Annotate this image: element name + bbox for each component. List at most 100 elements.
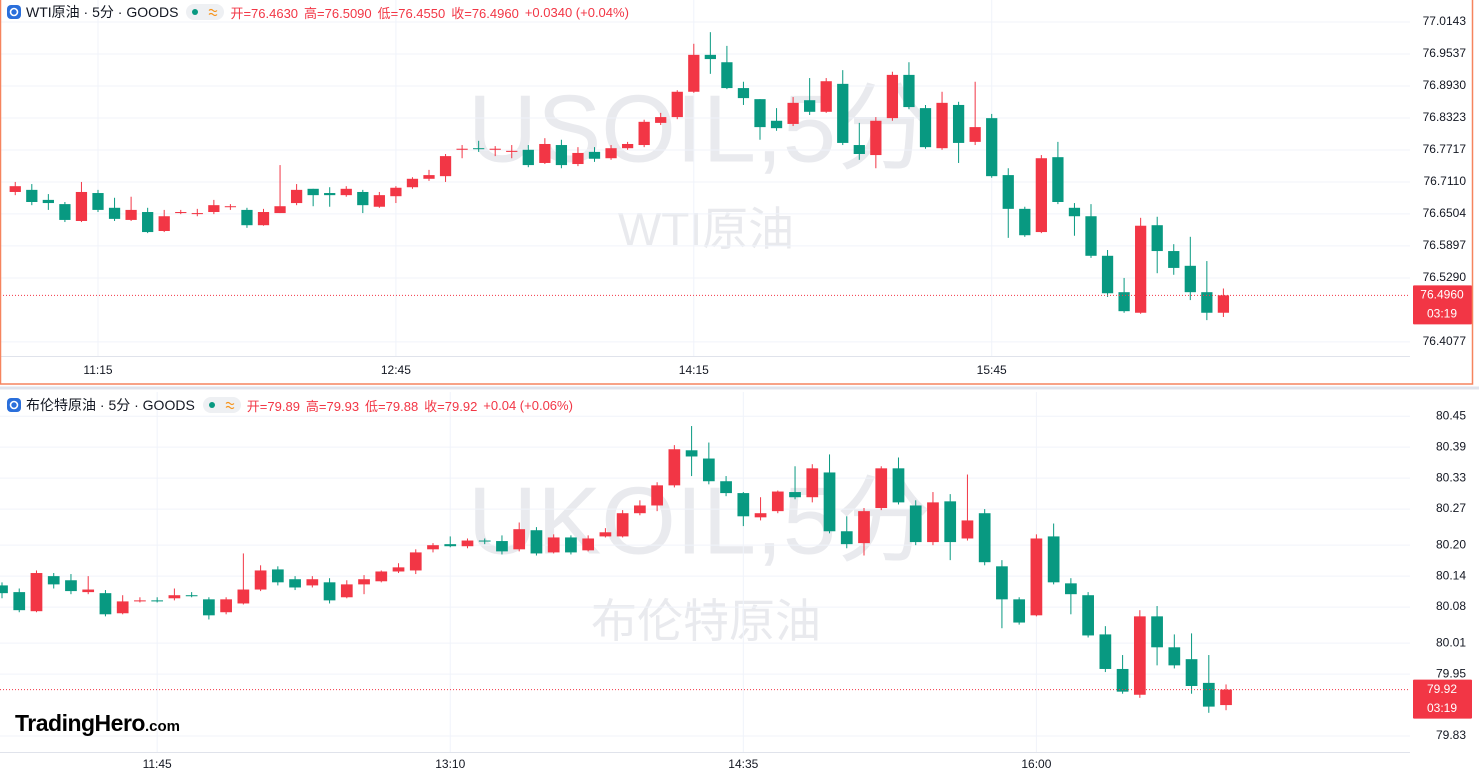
brand-logo: TradingHero .com xyxy=(15,710,180,737)
candle-body xyxy=(99,593,112,615)
candle-body xyxy=(125,209,137,220)
candle-body xyxy=(1013,599,1026,623)
active-pane-border xyxy=(0,0,1474,385)
y-tick-label: 76.8323 xyxy=(1423,110,1467,124)
candle-body xyxy=(804,100,816,112)
candle-body xyxy=(685,450,698,457)
candle-body xyxy=(506,150,518,152)
candle-body xyxy=(582,538,595,551)
candle-body xyxy=(1184,265,1196,293)
candle-body xyxy=(116,601,129,614)
candle-body xyxy=(26,189,38,202)
candle-body xyxy=(858,511,870,544)
candle-body xyxy=(340,584,353,598)
candle-body xyxy=(1151,225,1163,252)
candle-body xyxy=(721,62,733,89)
last-price-box xyxy=(1413,679,1472,719)
candle-body xyxy=(806,468,819,498)
y-tick-label: 80.45 xyxy=(1436,408,1466,422)
candle-body xyxy=(820,81,832,112)
candle-body xyxy=(375,571,388,582)
candle-body xyxy=(754,513,767,518)
candle-body xyxy=(289,579,301,588)
candle-body xyxy=(771,491,784,512)
candle-body xyxy=(423,175,435,179)
legend: WTI原油 · 5分 · GOODS 开=76.4630 高=76.5090 低… xyxy=(6,2,635,22)
y-tick-label: 79.95 xyxy=(1436,666,1466,680)
change: +0.0340 (+0.04%) xyxy=(524,4,629,20)
candle-body xyxy=(1168,251,1180,268)
candle-body xyxy=(688,54,700,92)
candle-body xyxy=(892,468,905,503)
watermark: USOIL,5分 xyxy=(468,75,932,182)
candle-body xyxy=(175,212,187,214)
candle-body xyxy=(936,102,948,149)
y-tick-label: 76.5897 xyxy=(1423,238,1467,252)
candle-body xyxy=(456,148,468,150)
candle-body xyxy=(142,212,154,233)
last-price-label: 76.4960 xyxy=(1420,288,1464,302)
candle-body xyxy=(919,108,932,148)
y-tick-label: 80.14 xyxy=(1436,568,1466,582)
candle-body xyxy=(789,492,801,498)
candle-body xyxy=(1065,583,1077,595)
status-pill[interactable] xyxy=(202,397,241,413)
candle-body xyxy=(257,212,270,226)
candle-body xyxy=(168,595,181,599)
candle-body xyxy=(616,513,629,537)
candle-body xyxy=(390,187,402,197)
candle-body xyxy=(547,537,560,553)
y-tick-label: 77.0143 xyxy=(1423,14,1467,28)
watermark-subtitle: WTI原油 xyxy=(618,203,794,255)
candle-body xyxy=(770,120,783,129)
y-tick-label: 76.7717 xyxy=(1423,142,1467,156)
candle-body xyxy=(59,204,71,220)
candle-body xyxy=(406,178,419,188)
candle-body xyxy=(496,541,508,552)
candle-body xyxy=(427,545,439,550)
candle-body xyxy=(870,120,882,156)
candle-body xyxy=(978,513,991,563)
candle-body xyxy=(1217,295,1230,313)
candle-body xyxy=(737,88,750,99)
candle-body xyxy=(944,501,957,543)
x-tick-label: 14:15 xyxy=(679,363,709,377)
candle-body xyxy=(65,580,77,592)
countdown: 03:19 xyxy=(1427,307,1457,321)
brand-suffix: .com xyxy=(144,718,180,735)
candle-body xyxy=(702,458,715,482)
last-price-label: 79.92 xyxy=(1427,682,1457,696)
candle-body xyxy=(903,74,915,108)
x-tick-label: 16:00 xyxy=(1021,757,1051,771)
candle-body xyxy=(565,537,577,553)
candle-body xyxy=(1082,595,1094,636)
candle-body xyxy=(840,531,853,545)
candle-body xyxy=(373,195,385,207)
candle-body xyxy=(158,216,170,232)
countdown: 03:19 xyxy=(1427,701,1457,715)
candle-body xyxy=(42,199,54,204)
candle-body xyxy=(340,188,352,196)
x-tick-label: 11:15 xyxy=(83,363,112,377)
last-price-box xyxy=(1413,285,1472,325)
x-tick-label: 15:45 xyxy=(977,363,1007,377)
ohlc-high: 高=79.93 xyxy=(305,398,360,414)
candle-body xyxy=(134,600,146,602)
candle-body xyxy=(555,145,568,166)
candle-body xyxy=(513,529,526,550)
symbol-icon xyxy=(7,398,21,412)
status-pill[interactable] xyxy=(186,4,225,20)
candle-body xyxy=(191,213,203,215)
candle-body xyxy=(151,600,164,602)
x-tick-label: 14:35 xyxy=(728,757,758,771)
candle-body xyxy=(599,532,612,537)
candle-body xyxy=(1201,292,1213,313)
y-tick-label: 76.5290 xyxy=(1423,270,1467,284)
candle-body xyxy=(1220,689,1232,706)
brand-name: TradingHero xyxy=(15,710,145,736)
candle-body xyxy=(1168,647,1181,666)
candle-body xyxy=(444,544,457,547)
y-tick-label: 76.9537 xyxy=(1423,46,1467,60)
